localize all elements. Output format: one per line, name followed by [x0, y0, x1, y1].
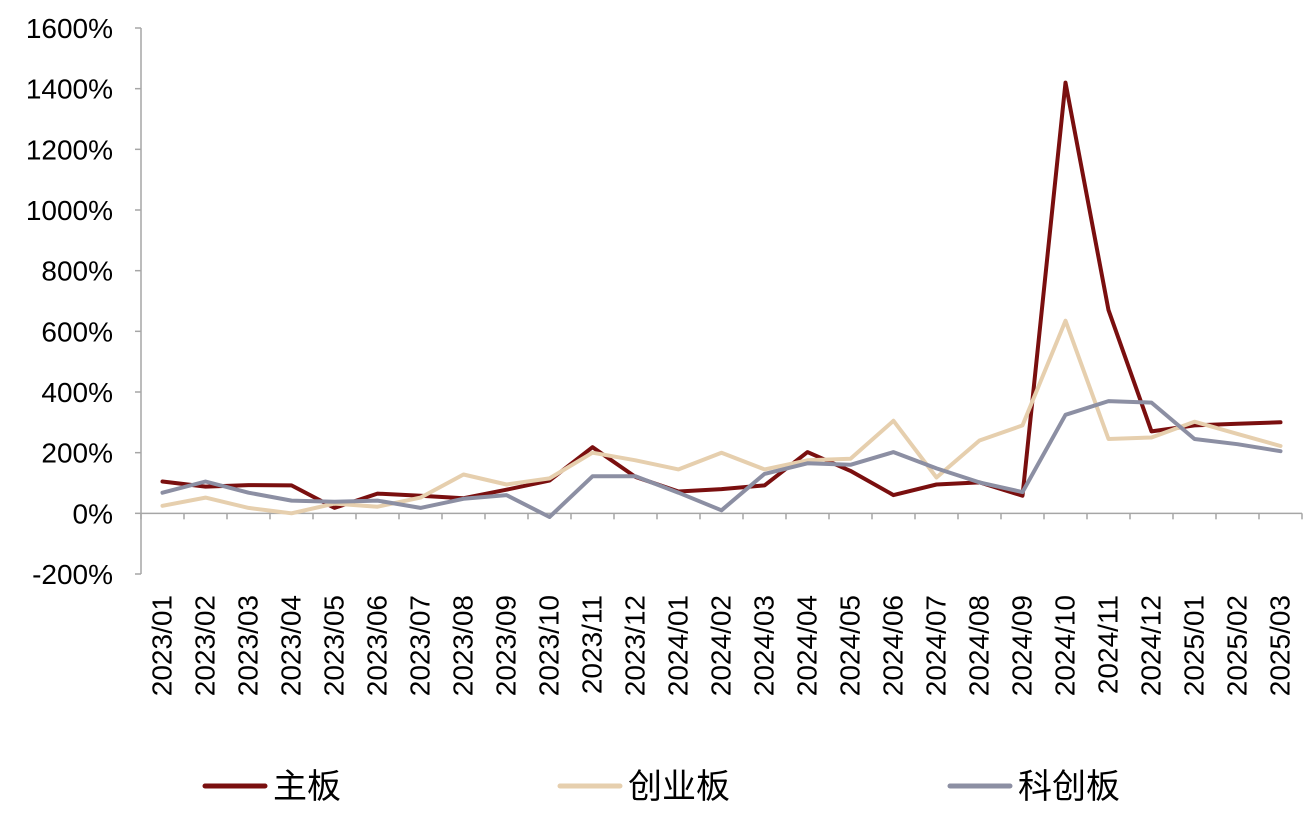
- series-line: [160, 318, 1283, 516]
- x-tick-label: 2024/05: [835, 595, 866, 696]
- x-tick-label: 2024/01: [663, 595, 694, 696]
- y-tick-label: 600%: [41, 316, 113, 347]
- x-tick-label: 2024/08: [964, 595, 995, 696]
- x-tick-label: 2024/04: [792, 595, 823, 696]
- legend-label: 创业板: [628, 767, 730, 807]
- x-tick-label: 2023/10: [534, 595, 565, 696]
- y-tick-label: 1200%: [26, 134, 113, 165]
- x-tick-label: 2023/09: [491, 595, 522, 696]
- x-tick-label: 2023/12: [620, 595, 651, 696]
- y-tick-label: 800%: [41, 256, 113, 287]
- y-tick-label: 400%: [41, 377, 113, 408]
- y-tick-label: -200%: [32, 559, 113, 590]
- series-lines: [160, 80, 1283, 519]
- x-tick-label: 2023/04: [276, 595, 307, 696]
- x-tick-label: 2023/11: [577, 595, 608, 694]
- x-tick-label: 2024/07: [921, 595, 952, 696]
- y-tick-label: 1600%: [26, 13, 113, 44]
- x-tick-label: 2025/03: [1265, 595, 1296, 696]
- x-tick-label: 2023/05: [319, 595, 350, 696]
- x-tick-label: 2024/06: [878, 595, 909, 696]
- x-tick-label: 2023/06: [362, 595, 393, 696]
- x-tick-label: 2024/09: [1007, 595, 1038, 696]
- x-tick-label: 2025/02: [1222, 595, 1253, 696]
- legend-label: 主板: [273, 767, 341, 807]
- x-tick-label: 2023/03: [233, 595, 264, 696]
- x-tick-label: 2024/11: [1093, 595, 1124, 694]
- x-tick-label: 2024/03: [749, 595, 780, 696]
- x-tick-label: 2023/01: [147, 595, 178, 696]
- x-tick-label: 2024/02: [706, 595, 737, 696]
- x-tick-label: 2025/01: [1179, 595, 1210, 696]
- x-tick-label: 2023/08: [448, 595, 479, 696]
- y-tick-label: 1000%: [26, 195, 113, 226]
- y-axis: -200% 0% 200% 400% 600% 800% 1000% 1200% 1400% 16…: [26, 13, 142, 590]
- series-line: [160, 399, 1283, 519]
- y-tick-label: 200%: [41, 438, 113, 469]
- x-tick-label: 2023/02: [190, 595, 221, 696]
- legend: 主板 创业板 科创板: [202, 767, 1120, 807]
- y-tick-label: 1400%: [26, 74, 113, 105]
- y-tick-label: 0%: [73, 498, 113, 529]
- x-tick-label: 2024/12: [1136, 595, 1167, 696]
- x-axis: 2023/01 2023/02 2023/03 2023/04 2023/05 2023/…: [140, 512, 1303, 696]
- x-tick-label: 2024/10: [1050, 595, 1081, 696]
- legend-label: 科创板: [1018, 767, 1120, 807]
- series-line: [160, 80, 1283, 510]
- x-tick-label: 2023/07: [405, 595, 436, 696]
